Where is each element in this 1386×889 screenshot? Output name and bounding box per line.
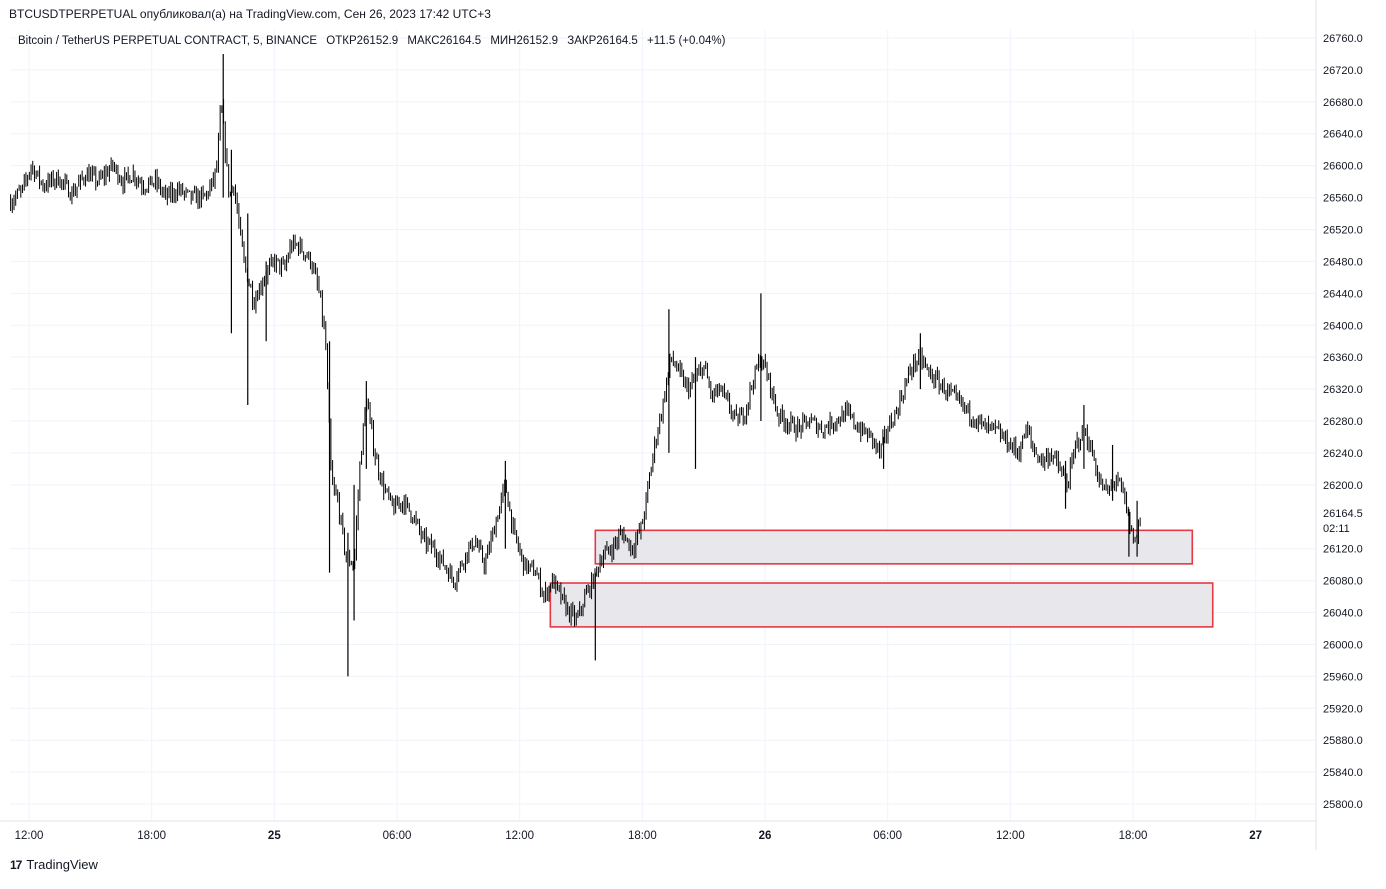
ohlc-close: ЗАКР26164.5 xyxy=(567,35,638,47)
tradingview-logo[interactable]: 17 TradingView xyxy=(10,857,98,872)
x-tick-label: 25 xyxy=(268,830,281,842)
y-tick-label: 26440.0 xyxy=(1323,288,1363,300)
grid-layer xyxy=(10,30,1315,820)
tradingview-logo-icon: 17 xyxy=(10,857,22,872)
ohlc-low: МИН26152.9 xyxy=(490,35,559,47)
x-tick-label: 18:00 xyxy=(137,830,166,842)
y-tick-label: 26560.0 xyxy=(1323,193,1363,205)
y-tick-label: 25840.0 xyxy=(1323,767,1363,779)
y-tick-label: 26360.0 xyxy=(1323,352,1363,364)
x-tick-label: 18:00 xyxy=(1119,830,1148,842)
y-tick-label: 25960.0 xyxy=(1323,671,1363,683)
y-tick-label: 26640.0 xyxy=(1323,129,1363,141)
x-tick-label: 12:00 xyxy=(505,830,534,842)
y-tick-label: 26520.0 xyxy=(1323,224,1363,236)
supply-demand-zone xyxy=(594,529,1194,565)
symbol-name[interactable]: Bitcoin / TetherUS PERPETUAL CONTRACT, 5… xyxy=(18,35,318,47)
symbol-legend: Bitcoin / TetherUS PERPETUAL CONTRACT, 5… xyxy=(18,35,731,47)
x-tick-label: 12:00 xyxy=(15,830,44,842)
y-tick-label: 25800.0 xyxy=(1323,799,1363,811)
candle-layer xyxy=(10,53,1141,677)
last-price-label: 26164.5 xyxy=(1323,508,1363,520)
y-tick-label: 26760.0 xyxy=(1323,33,1363,45)
y-tick-label: 26400.0 xyxy=(1323,320,1363,332)
y-tick-label: 26200.0 xyxy=(1323,480,1363,492)
ohlc-high: МАКС26164.5 xyxy=(407,35,482,47)
tradingview-logo-text: TradingView xyxy=(26,857,98,872)
y-tick-label: 26120.0 xyxy=(1323,544,1363,556)
y-tick-label: 25920.0 xyxy=(1323,703,1363,715)
y-tick-label: 26040.0 xyxy=(1323,608,1363,620)
publish-info: BTCUSDTPERPETUAL опубликовал(а) на Tradi… xyxy=(9,7,491,21)
x-tick-label: 12:00 xyxy=(996,830,1025,842)
y-tick-label: 26280.0 xyxy=(1323,416,1363,428)
ohlc-open: ОТКР26152.9 xyxy=(326,35,399,47)
x-tick-label: 26 xyxy=(759,830,772,842)
zone-layer xyxy=(549,529,1214,628)
y-tick-label: 26720.0 xyxy=(1323,65,1363,77)
axis-layer: 26760.0 26720.0 26680.0 26640.0 26600.0 26560… xyxy=(0,0,1363,850)
x-tick-label: 27 xyxy=(1249,830,1262,842)
y-tick-label: 26480.0 xyxy=(1323,256,1363,268)
y-tick-label: 26000.0 xyxy=(1323,639,1363,651)
x-tick-label: 06:00 xyxy=(873,830,902,842)
x-tick-label: 06:00 xyxy=(383,830,412,842)
y-tick-label: 26240.0 xyxy=(1323,448,1363,460)
bar-countdown-label: 02:11 xyxy=(1323,523,1350,535)
y-tick-label: 26680.0 xyxy=(1323,97,1363,109)
ohlc-change: +11.5 (+0.04%) xyxy=(647,35,726,47)
y-tick-label: 26600.0 xyxy=(1323,161,1363,173)
supply-demand-zone xyxy=(549,582,1214,628)
y-tick-label: 25880.0 xyxy=(1323,735,1363,747)
y-tick-label: 26080.0 xyxy=(1323,576,1363,588)
y-tick-label: 26320.0 xyxy=(1323,384,1363,396)
x-tick-label: 18:00 xyxy=(628,830,657,842)
